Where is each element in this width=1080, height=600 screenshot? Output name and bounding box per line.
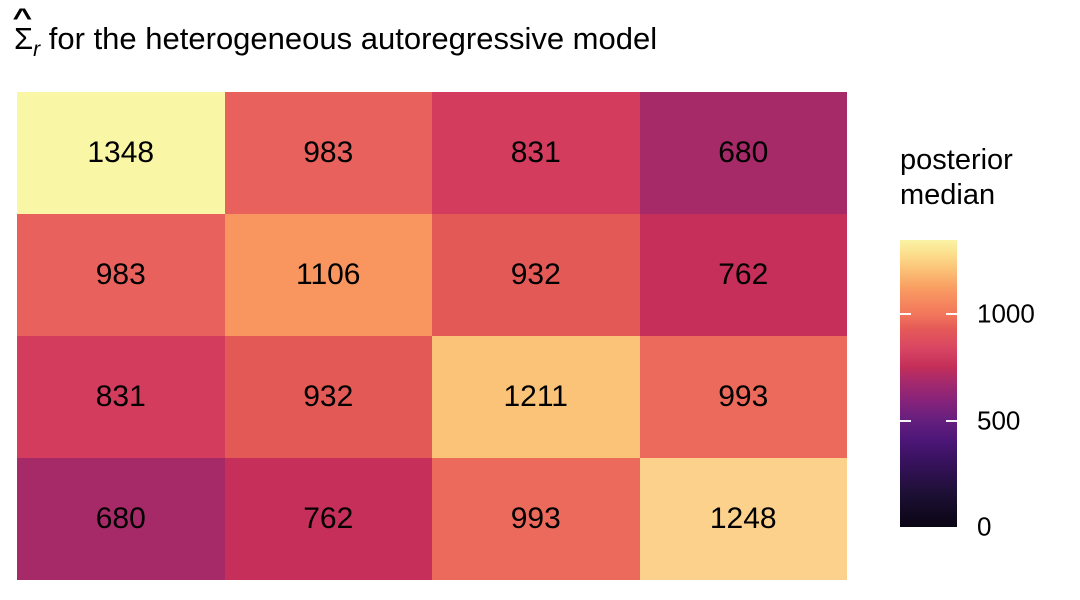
heatmap-cell: 762: [639, 214, 847, 336]
heatmap-cell: 762: [224, 458, 432, 580]
cell-value-label: 932: [303, 380, 354, 413]
chart-title: ^ Σr for the heterogeneous autoregressive…: [12, 4, 658, 61]
cell-value-label: 983: [95, 258, 146, 291]
cell-value-label: 932: [510, 258, 561, 291]
legend: posterior median 1000 500 0: [900, 143, 1080, 583]
colorbar-tick: [900, 313, 911, 316]
hat-accent: ^: [12, 4, 33, 32]
cell-value-label: 762: [303, 502, 354, 535]
cell-value-label: 983: [303, 136, 354, 169]
colorbar-tick-label: 0: [977, 511, 992, 542]
sigma-glyph: Σ: [14, 21, 34, 56]
colorbar-labels: 1000 500 0: [977, 240, 1077, 542]
cell-value-label: 680: [95, 502, 146, 535]
cell-value-label: 1106: [295, 258, 361, 291]
heatmap-cell: 983: [224, 92, 432, 214]
legend-title: posterior median: [900, 143, 1080, 213]
heatmap-cell: 680: [639, 92, 847, 214]
title-text: for the heterogeneous autoregressive mod…: [40, 21, 658, 56]
colorbar-tick: [946, 419, 957, 422]
cell-value-label: 1211: [503, 380, 568, 413]
heatmap-cell: 983: [17, 214, 225, 336]
heatmap-cell: 1248: [639, 458, 847, 580]
colorbar-tick: [900, 419, 911, 422]
heatmap-cell: 932: [224, 336, 432, 458]
cell-value-label: 831: [95, 380, 146, 413]
cell-value-label: 1348: [87, 136, 155, 169]
heatmap-cell: 831: [432, 92, 640, 214]
cell-value-label: 1248: [709, 502, 777, 535]
cell-value-label: 762: [718, 258, 769, 291]
legend-title-line-1: posterior: [900, 144, 1013, 176]
cell-value-label: 993: [718, 380, 769, 413]
cell-value-label: 831: [510, 136, 561, 169]
heatmap-cell: 993: [639, 336, 847, 458]
heatmap-cell: 680: [17, 458, 225, 580]
heatmap-cell: 993: [432, 458, 640, 580]
subscript-r: r: [33, 38, 41, 61]
heatmap-cell: 932: [432, 214, 640, 336]
colorbar-tick-label: 1000: [977, 298, 1035, 329]
heatmap-cell: 831: [17, 336, 225, 458]
cell-value-label: 680: [718, 136, 769, 169]
heatmap-cell: 1211: [432, 336, 640, 458]
colorbar-tick-label: 500: [977, 405, 1021, 436]
cell-value-label: 993: [510, 502, 561, 535]
heatmap: 1348 983 831 680 983 1106 932 762 831 932 1211 993 6…: [17, 92, 847, 580]
colorbar-tick: [946, 313, 957, 316]
heatmap-cell: 1106: [224, 214, 432, 336]
heatmap-cell: 1348: [17, 92, 225, 214]
legend-title-line-2: median: [900, 179, 996, 211]
colorbar: [900, 240, 957, 527]
sigma-hat-symbol: ^ Σr: [12, 4, 41, 61]
